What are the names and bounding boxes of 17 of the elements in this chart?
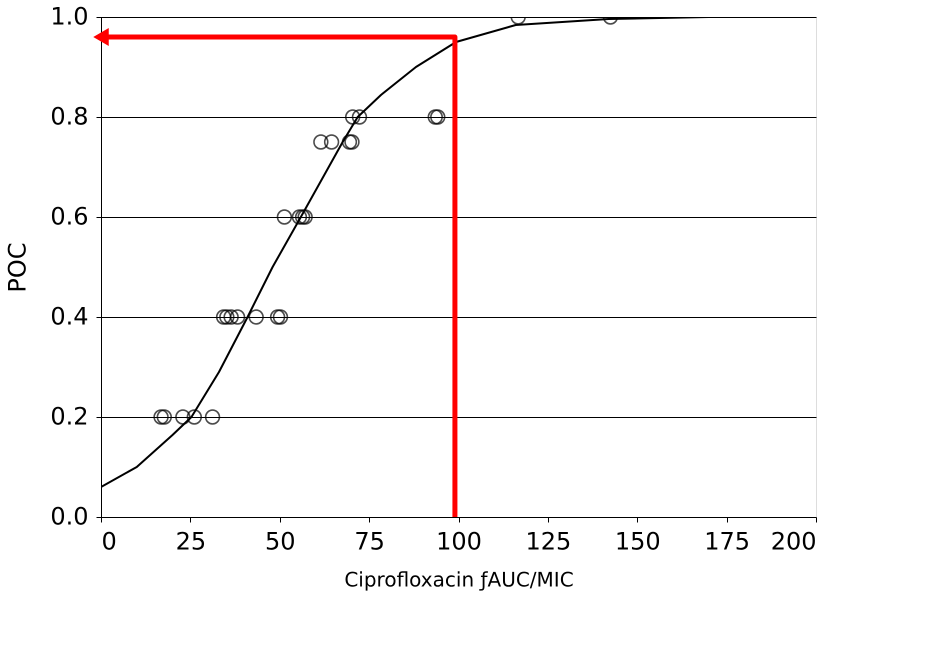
x-tick-label: 125 (525, 528, 572, 556)
x-tick-label: 0 (102, 528, 117, 556)
x-tick-label: 175 (704, 528, 750, 556)
y-tick-label: 1.0 (50, 2, 88, 30)
y-tick-label: 0.4 (50, 302, 88, 330)
x-tick-label: 50 (264, 528, 296, 556)
x-tick-label: 25 (176, 528, 206, 556)
x-tick-label: 100 (436, 528, 482, 556)
y-tick-label: 0.0 (50, 502, 88, 530)
y-tick-label: 0.8 (50, 102, 88, 130)
x-axis-title: Ciprofloxacin ƒAUC/MIC (344, 568, 574, 592)
x-tick-label: 75 (354, 528, 385, 556)
y-tick-label: 0.2 (50, 402, 88, 430)
x-tick-label: 150 (614, 528, 661, 556)
y-tick-label: 0.6 (50, 202, 88, 230)
y-axis-title: POC (3, 242, 32, 293)
x-tick-label: 200 (770, 528, 816, 556)
